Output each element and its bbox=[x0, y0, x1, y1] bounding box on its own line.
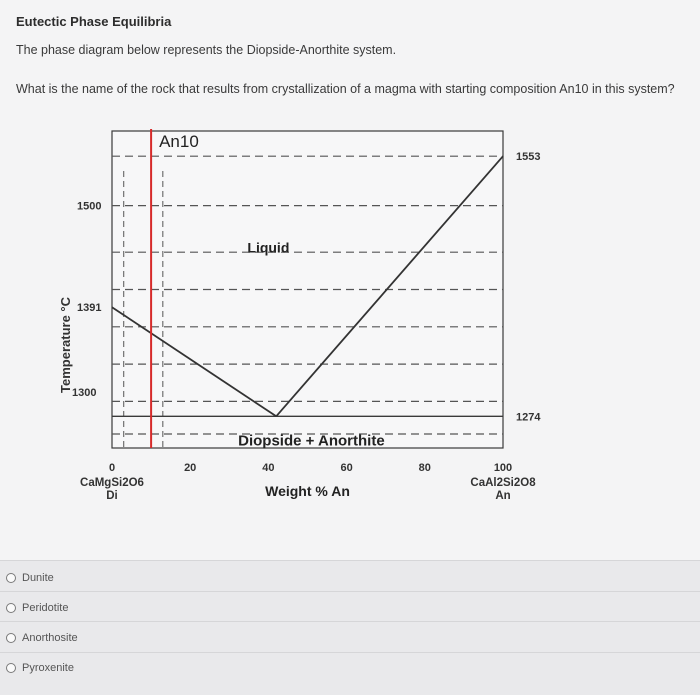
question-title: Eutectic Phase Equilibria bbox=[16, 14, 172, 29]
option-pyroxenite[interactable]: Pyroxenite bbox=[6, 662, 74, 674]
left-formula-label: CaMgSi2O6 bbox=[80, 477, 144, 489]
radio-button[interactable] bbox=[6, 633, 16, 643]
divider bbox=[0, 652, 700, 653]
question-card: Eutectic Phase Equilibria The phase diag… bbox=[0, 0, 700, 560]
radio-button[interactable] bbox=[6, 573, 16, 583]
x-tick-label: 60 bbox=[340, 462, 352, 474]
right-formula-label: CaAl2Si2O8 bbox=[470, 477, 536, 489]
x-tick-label: 100 bbox=[494, 462, 512, 474]
divider bbox=[0, 560, 700, 561]
region-label-solid: Diopside + Anorthite bbox=[238, 433, 385, 450]
divider bbox=[0, 621, 700, 622]
question-prompt: What is the name of the rock that result… bbox=[16, 82, 675, 96]
x-axis-label: Weight % An bbox=[265, 483, 350, 499]
x-tick-label: 80 bbox=[419, 462, 431, 474]
question-intro: The phase diagram below represents the D… bbox=[16, 43, 397, 57]
y-tick-label: 1300 bbox=[72, 387, 96, 399]
answer-options: Dunite Peridotite Anorthosite Pyroxenite bbox=[0, 560, 700, 695]
y-tick-label: 1500 bbox=[77, 201, 101, 213]
option-peridotite[interactable]: Peridotite bbox=[6, 602, 68, 614]
y-axis-label: Temperature °C bbox=[58, 296, 73, 393]
liquidus-line bbox=[111, 306, 277, 418]
region-label-liquid: Liquid bbox=[247, 240, 289, 256]
x-tick-label: 20 bbox=[184, 462, 196, 474]
divider bbox=[0, 591, 700, 592]
option-label: Peridotite bbox=[22, 602, 69, 614]
option-anorthosite[interactable]: Anorthosite bbox=[6, 632, 78, 644]
radio-button[interactable] bbox=[6, 663, 16, 673]
radio-button[interactable] bbox=[6, 603, 16, 613]
x-tick-label: 0 bbox=[109, 462, 115, 474]
option-label: Pyroxenite bbox=[22, 662, 74, 674]
option-dunite[interactable]: Dunite bbox=[6, 572, 54, 584]
option-label: Dunite bbox=[22, 572, 54, 584]
liquidus-line bbox=[275, 155, 504, 417]
temp-label-1553: 1553 bbox=[516, 151, 540, 163]
right-abbr-label: An bbox=[495, 490, 510, 502]
temp-label-1274: 1274 bbox=[516, 411, 541, 423]
an10-label: An10 bbox=[159, 132, 199, 151]
left-abbr-label: Di bbox=[106, 490, 118, 502]
temp-label-1391: 1391 bbox=[77, 302, 101, 314]
x-tick-label: 40 bbox=[262, 462, 274, 474]
option-label: Anorthosite bbox=[22, 632, 78, 644]
